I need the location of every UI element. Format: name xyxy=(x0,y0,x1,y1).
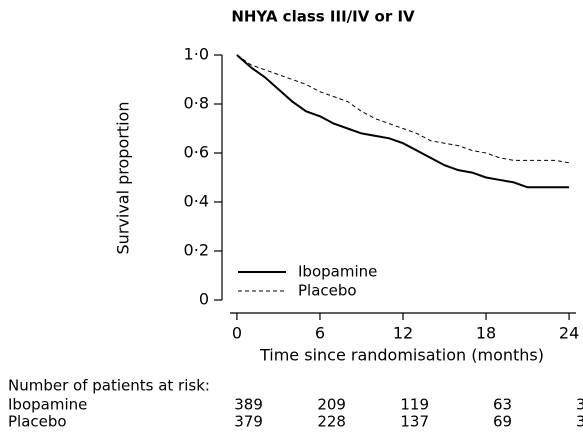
risk-count: 119 xyxy=(400,396,429,414)
series-line xyxy=(236,54,570,189)
risk-count: 30 xyxy=(576,396,583,414)
y-tick-label: 0 xyxy=(199,290,209,309)
x-tick-label: 18 xyxy=(476,324,496,343)
x-tick-label: 12 xyxy=(393,324,413,343)
legend-label: Placebo xyxy=(298,282,357,300)
risk-count: 63 xyxy=(493,396,512,414)
risk-count: 379 xyxy=(234,413,263,431)
y-tick-label: 0·6 xyxy=(184,143,209,162)
risk-count: 389 xyxy=(234,396,263,414)
risk-count: 137 xyxy=(400,413,429,431)
risk-count: 228 xyxy=(317,413,346,431)
series-line xyxy=(236,54,570,164)
legend-label: Ibopamine xyxy=(298,263,377,281)
risk-row-name: Ibopamine xyxy=(8,396,87,414)
risk-count: 33 xyxy=(576,413,583,431)
x-axis-label: Time since randomisation (months) xyxy=(259,346,544,365)
risk-count: 69 xyxy=(493,413,512,431)
risk-row-name: Placebo xyxy=(8,413,67,431)
y-tick-label: 0·8 xyxy=(184,94,209,113)
x-tick-label: 24 xyxy=(559,324,579,343)
y-axis-label: Survival proportion xyxy=(114,102,133,255)
risk-count: 209 xyxy=(317,396,346,414)
y-tick-label: 0·4 xyxy=(184,192,209,211)
chart-title: NHYA class III/IV or IV xyxy=(231,8,415,26)
y-tick-label: 1·0 xyxy=(184,45,209,64)
risk-table-title: Number of patients at risk: xyxy=(8,377,210,395)
y-tick-label: 0·2 xyxy=(184,241,209,260)
x-tick-label: 6 xyxy=(315,324,325,343)
x-tick-label: 0 xyxy=(232,324,242,343)
